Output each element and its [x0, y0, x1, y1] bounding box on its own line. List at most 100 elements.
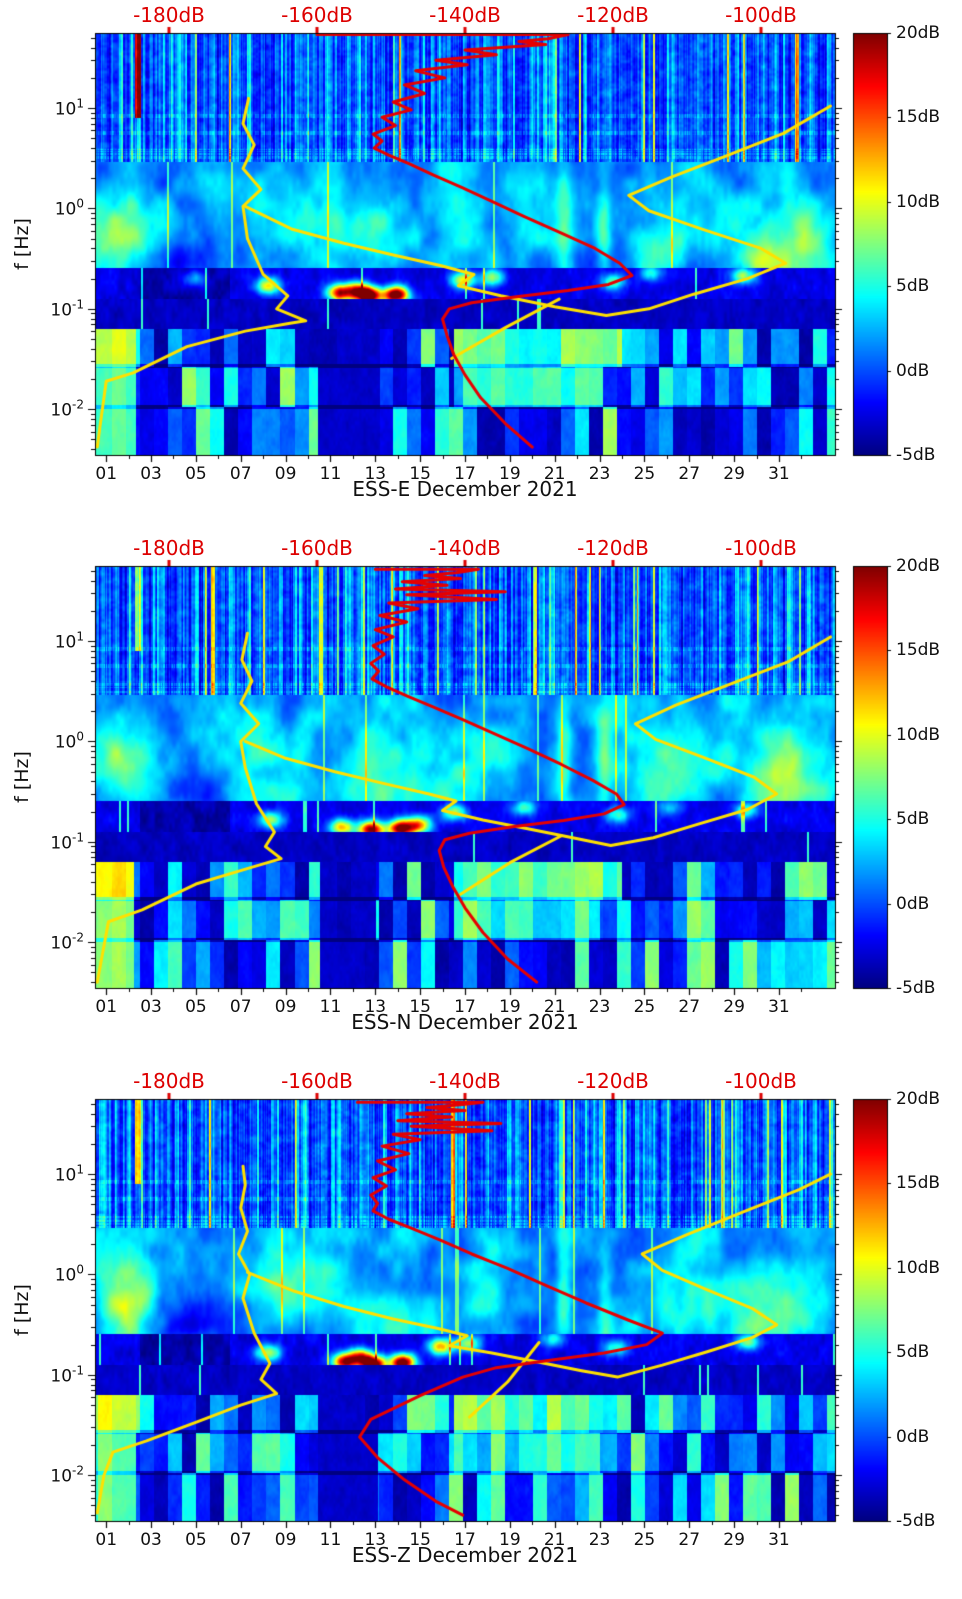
x-tick-label: 23 [588, 464, 611, 484]
x-tick-label: 03 [140, 1530, 162, 1550]
y-axis-label: f [Hz] [11, 218, 33, 270]
colorbar-tick-label: 15dB [896, 107, 941, 128]
x-tick-label: 31 [768, 1530, 790, 1550]
y-tick-label: 100 [54, 1262, 84, 1286]
x-tick-label: 11 [319, 464, 342, 484]
top-db-tick-label: -100dB [725, 1069, 797, 1093]
x-tick-label: 19 [499, 997, 521, 1017]
colorbar-tick-label: 20dB [896, 1089, 941, 1109]
y-tick-label: 10-1 [50, 830, 84, 854]
colorbar-tick-label: 10dB [896, 724, 941, 745]
x-tick-label: 13 [364, 464, 387, 484]
y-tick-label: 10-1 [50, 1363, 84, 1387]
x-tick-label: 03 [140, 464, 162, 484]
x-tick-label: 31 [768, 997, 790, 1017]
x-tick-label: 29 [723, 997, 745, 1017]
x-tick-label: 17 [454, 464, 476, 484]
x-tick-label: 15 [409, 464, 431, 484]
x-tick-label: 29 [723, 464, 745, 484]
x-tick-label: 21 [543, 464, 566, 484]
x-tick-label: 07 [229, 464, 252, 484]
colorbar-tick-label: 20dB [896, 556, 941, 576]
spectrogram-canvas-ess-n [0, 533, 962, 1066]
colorbar-tick-label: 0dB [896, 1426, 930, 1447]
x-tick-label: 11 [319, 997, 342, 1017]
top-db-tick-label: -180dB [133, 3, 205, 27]
x-tick-label: 19 [499, 1530, 521, 1550]
x-tick-label: 05 [185, 997, 207, 1017]
colorbar-tick-label: 5dB [896, 809, 930, 830]
panel-title: ESS-N December 2021 [351, 1010, 579, 1034]
top-db-tick-label: -160dB [281, 536, 353, 560]
y-tick-label: 100 [54, 729, 84, 753]
x-tick-label: 03 [140, 997, 162, 1017]
x-tick-label: 09 [274, 1530, 297, 1550]
x-tick-label: 27 [678, 997, 701, 1017]
x-tick-label: 07 [229, 1530, 252, 1550]
top-db-tick-label: -180dB [133, 536, 205, 560]
panel-title: ESS-Z December 2021 [351, 1543, 579, 1567]
x-tick-label: 23 [588, 1530, 611, 1550]
x-tick-label: 05 [185, 464, 207, 484]
x-tick-label: 25 [633, 997, 656, 1017]
top-db-tick-label: -160dB [281, 3, 353, 27]
x-tick-label: 01 [95, 997, 118, 1017]
colorbar-tick-label: 5dB [896, 1342, 930, 1363]
top-db-tick-label: -120dB [577, 536, 649, 560]
y-axis-label: f [Hz] [11, 1284, 33, 1336]
y-tick-label: 10-2 [50, 397, 84, 421]
x-tick-label: 15 [409, 997, 431, 1017]
y-tick-label: 10-1 [50, 297, 84, 321]
y-axis-label: f [Hz] [11, 751, 33, 803]
x-tick-label: 31 [768, 464, 790, 484]
y-tick-label: 100 [54, 196, 84, 220]
top-db-tick-label: -140dB [429, 536, 501, 560]
x-tick-label: 27 [678, 1530, 701, 1550]
colorbar-tick-label: 5dB [896, 276, 930, 297]
colorbar-tick-label: 15dB [896, 640, 941, 661]
x-tick-label: 01 [95, 1530, 118, 1550]
x-tick-label: 13 [364, 1530, 387, 1550]
top-db-tick-label: -140dB [429, 1069, 501, 1093]
x-tick-label: 21 [543, 997, 566, 1017]
x-tick-label: 25 [633, 1530, 656, 1550]
y-tick-label: 10-2 [50, 930, 84, 954]
spectrogram-canvas-ess-e [0, 0, 962, 533]
colorbar-tick-label: -5dB [896, 445, 936, 465]
x-tick-label: 15 [409, 1530, 431, 1550]
x-tick-label: 07 [229, 997, 252, 1017]
colorbar-tick-label: 0dB [896, 893, 930, 914]
top-db-tick-label: -120dB [577, 1069, 649, 1093]
x-tick-label: 17 [454, 997, 476, 1017]
top-db-tick-label: -160dB [281, 1069, 353, 1093]
x-tick-label: 21 [543, 1530, 566, 1550]
spectrogram-canvas-ess-z [0, 1066, 962, 1599]
colorbar-tick-label: 20dB [896, 23, 941, 43]
panel-ess-n: f [Hz] -180dB -160dB -140dB -120dB -100dB 01 0… [0, 533, 962, 1066]
x-tick-label: 29 [723, 1530, 745, 1550]
colorbar-tick-label: 10dB [896, 191, 941, 212]
x-tick-label: 27 [678, 464, 701, 484]
x-tick-label: 05 [185, 1530, 207, 1550]
x-tick-label: 13 [364, 997, 387, 1017]
top-db-tick-label: -100dB [725, 3, 797, 27]
panel-ess-z: f [Hz] -180dB -160dB -140dB -120dB -100dB 01 0… [0, 1066, 962, 1599]
x-tick-label: 25 [633, 464, 656, 484]
panel-ess-e: f [Hz] -180dB -160dB -140dB -120dB -100dB 01 0… [0, 0, 962, 533]
x-tick-label: 09 [274, 464, 297, 484]
colorbar-tick-label: -5dB [896, 1511, 936, 1531]
x-tick-label: 01 [95, 464, 118, 484]
top-db-tick-label: -140dB [429, 3, 501, 27]
y-tick-label: 101 [54, 96, 84, 120]
colorbar-tick-label: 10dB [896, 1257, 941, 1278]
y-tick-label: 101 [54, 1162, 84, 1186]
top-db-tick-label: -100dB [725, 536, 797, 560]
colorbar-tick-label: 15dB [896, 1173, 941, 1194]
top-db-tick-label: -120dB [577, 3, 649, 27]
x-tick-label: 09 [274, 997, 297, 1017]
x-tick-label: 19 [499, 464, 521, 484]
panel-title: ESS-E December 2021 [352, 477, 578, 501]
x-tick-label: 11 [319, 1530, 342, 1550]
colorbar-tick-label: -5dB [896, 978, 936, 998]
